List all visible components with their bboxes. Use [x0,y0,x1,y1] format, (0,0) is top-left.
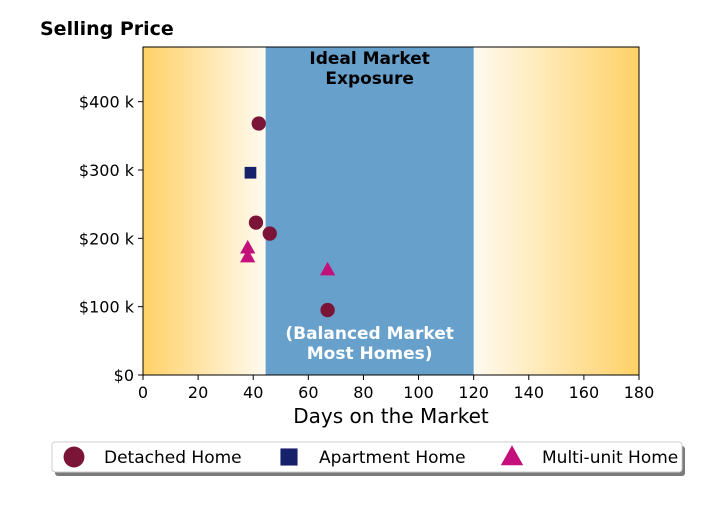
multi-unit-home-point [240,248,256,263]
multi-unit-home-point [319,261,336,276]
y-tick-label: $100 k [79,298,135,317]
legend-box [51,441,683,473]
legend-label-multi-unit-home: Multi-unit Home [542,448,678,468]
x-tick-label: 180 [624,383,655,402]
legend: Detached Home Apartment Home Multi-unit Ho… [51,441,685,476]
x-axis-label: Days on the Market [293,404,489,428]
y-tick-label: $400 k [79,93,135,112]
legend-label-apartment-home: Apartment Home [319,448,466,468]
detached-home-point [248,215,264,230]
x-tick-label: 60 [298,383,318,402]
x-tick-label: 120 [458,383,489,402]
y-tick-label: $200 k [79,229,135,248]
band-note-line: Most Homes) [307,344,433,364]
legend-marker-multi-unit-home [500,445,524,466]
x-tick-label: 20 [188,383,208,402]
band-rect [265,47,474,375]
x-tick-label: 100 [403,383,434,402]
legend-marker-apartment-home [280,448,298,466]
band-title-line: Ideal Market [309,49,430,69]
x-tick-label: 140 [514,383,545,402]
multi-unit-home-point [240,239,256,254]
data-points [240,116,336,318]
band-title-line: Exposure [325,69,414,89]
y-tick-label: $300 k [79,161,135,180]
x-tick-label: 0 [138,383,148,402]
plot-frame [142,46,640,376]
x-tick-label: 160 [569,383,600,402]
legend-marker-detached-home [63,446,85,468]
detached-home-point [320,302,335,318]
chart-title: Selling Price [40,18,174,40]
x-axis: 0 20 40 60 80 100 120 140 160 180 [138,375,654,402]
plot-background [143,47,639,375]
y-axis: $0 $100 k $200 k $300 k $400 k [79,93,143,385]
x-tick-label: 80 [353,383,373,402]
background-left-gradient [143,47,266,375]
ideal-exposure-band [265,47,474,375]
legend-label-detached-home: Detached Home [104,448,242,468]
detached-home-point [262,226,277,241]
band-note-line: (Balanced Market [285,324,454,344]
y-tick-label: $0 [114,366,134,385]
x-tick-label: 40 [243,383,263,402]
detached-home-point [251,116,266,131]
background-right-gradient [473,47,639,375]
apartment-home-point [244,166,257,179]
